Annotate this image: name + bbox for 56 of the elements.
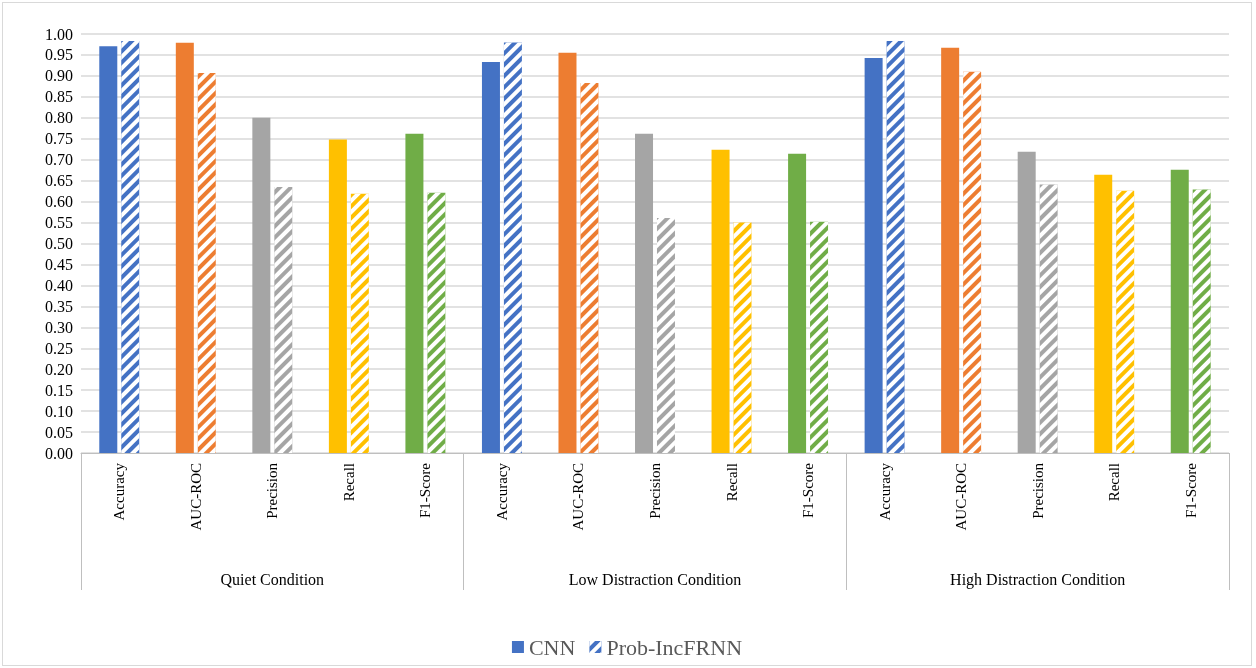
y-tick-label: 0.85 xyxy=(45,88,73,106)
y-tick-label: 1.00 xyxy=(45,25,73,43)
bar xyxy=(481,62,500,453)
x-tick-label: AUC-ROC xyxy=(187,463,204,531)
bar xyxy=(864,57,883,453)
y-tick-label: 0.65 xyxy=(45,172,73,190)
x-tick-label: AUC-ROC xyxy=(953,463,970,531)
x-tick-label: F1-Score xyxy=(800,462,817,518)
x-tick-label: Precision xyxy=(1029,462,1046,519)
bar xyxy=(1094,174,1113,453)
bar xyxy=(1170,169,1189,453)
y-tick-label: 0.25 xyxy=(45,339,73,357)
x-tick-label: Accuracy xyxy=(876,462,893,521)
bar xyxy=(1017,151,1036,453)
y-tick-label: 0.80 xyxy=(45,109,73,127)
y-tick-label: 0.10 xyxy=(45,402,73,420)
bar xyxy=(711,149,730,453)
x-tick-label: AUC-ROC xyxy=(570,463,587,531)
y-tick-label: 0.95 xyxy=(45,46,73,64)
y-tick-label: 0.15 xyxy=(45,381,73,399)
x-tick-label: Precision xyxy=(264,462,281,519)
bar xyxy=(328,139,347,453)
bar xyxy=(99,46,118,453)
x-tick-label: F1-Score xyxy=(417,462,434,518)
x-tick-label: Precision xyxy=(647,462,663,519)
x-tick-label: Accuracy xyxy=(493,462,510,521)
y-tick-label: 0.20 xyxy=(45,360,73,378)
text: Quiet Condition xyxy=(220,570,325,588)
x-tick-label: Recall xyxy=(340,463,357,502)
y-tick-label: 0.55 xyxy=(45,214,73,232)
bar xyxy=(558,52,577,453)
y-tick-label: 0.50 xyxy=(45,235,73,252)
x-tick-label: Recall xyxy=(1106,463,1123,502)
bar xyxy=(405,133,424,453)
text: Low Distraction Condition xyxy=(568,570,742,588)
y-tick-label: 0.40 xyxy=(45,276,73,294)
y-tick-label: 0.75 xyxy=(45,130,73,148)
legend-label: Prob-IncFRNN xyxy=(606,634,743,660)
y-tick-label: 0.45 xyxy=(45,255,73,273)
bar xyxy=(252,117,271,453)
x-tick-label: Recall xyxy=(723,463,740,502)
y-tick-label: 0.35 xyxy=(45,297,73,315)
text: High Distraction Condition xyxy=(950,570,1126,589)
y-tick-label: 0.05 xyxy=(45,423,73,441)
legend-label: CNN xyxy=(528,634,576,660)
bar xyxy=(175,42,194,453)
y-tick-label: 0.30 xyxy=(45,318,73,336)
bar xyxy=(635,133,654,453)
x-tick-label: F1-Score xyxy=(1182,462,1199,518)
bar xyxy=(788,153,807,453)
y-tick-label: 0.00 xyxy=(45,444,73,462)
x-tick-label: Accuracy xyxy=(111,462,128,521)
bar xyxy=(941,47,960,453)
y-tick-label: 0.60 xyxy=(45,193,73,211)
y-tick-label: 0.90 xyxy=(45,67,73,85)
y-tick-label: 0.70 xyxy=(45,151,73,169)
